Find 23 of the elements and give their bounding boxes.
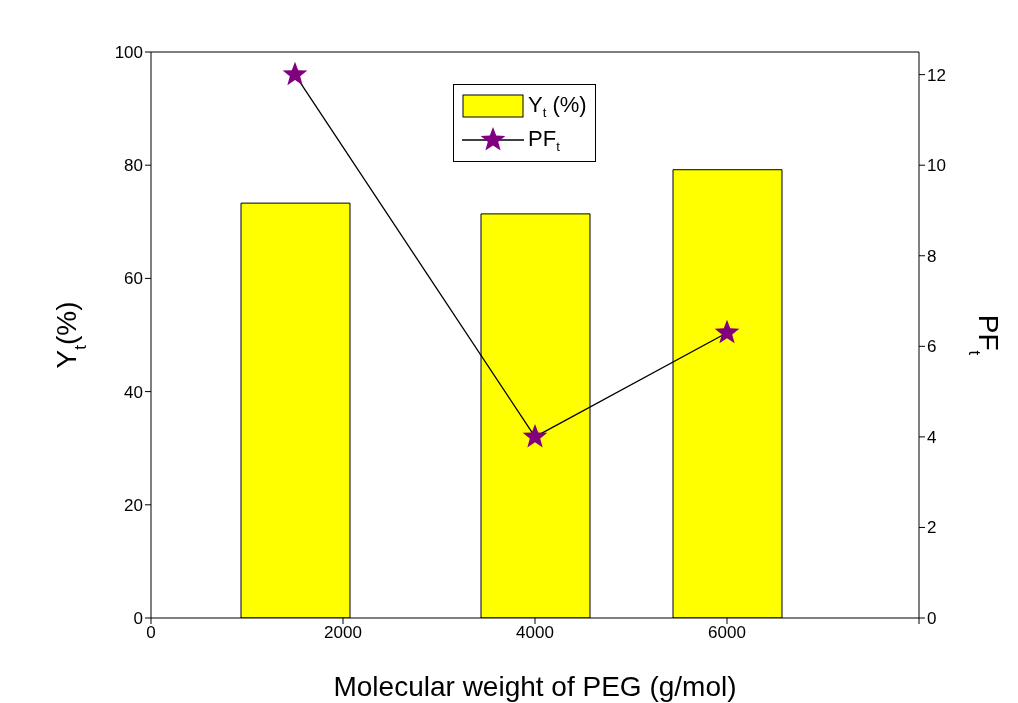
y2-tick-label: 6 — [927, 337, 937, 357]
y2-tick-label: 4 — [927, 427, 937, 447]
x-tick-label: 2000 — [324, 623, 362, 643]
legend-label: PF$_{t}$ — [528, 125, 560, 155]
x-axis-title: Molecular weight of PEG (g/mol) — [333, 671, 737, 702]
x-tick-label: 6000 — [708, 623, 746, 643]
y2-tick-label: 8 — [927, 246, 937, 266]
y-tick-label: 60 — [124, 269, 143, 289]
x-tick-label: 0 — [146, 623, 156, 643]
point — [282, 61, 308, 86]
y2-tick-label: 12 — [927, 65, 946, 85]
y2-tick-label: 0 — [927, 609, 937, 629]
y-tick-label: 0 — [133, 609, 143, 629]
y2-tick-label: 2 — [927, 518, 937, 538]
y-tick-label: 40 — [124, 382, 143, 402]
y-tick-label: 20 — [124, 495, 143, 515]
y-tick-label: 80 — [124, 156, 143, 176]
point — [714, 319, 740, 344]
y-tick-label: 100 — [114, 43, 143, 63]
y2-tick-label: 10 — [927, 156, 946, 176]
x-tick-label: 4000 — [516, 623, 554, 643]
point — [522, 423, 548, 448]
legend-label: Y$_{t}$ (%) — [528, 91, 587, 121]
